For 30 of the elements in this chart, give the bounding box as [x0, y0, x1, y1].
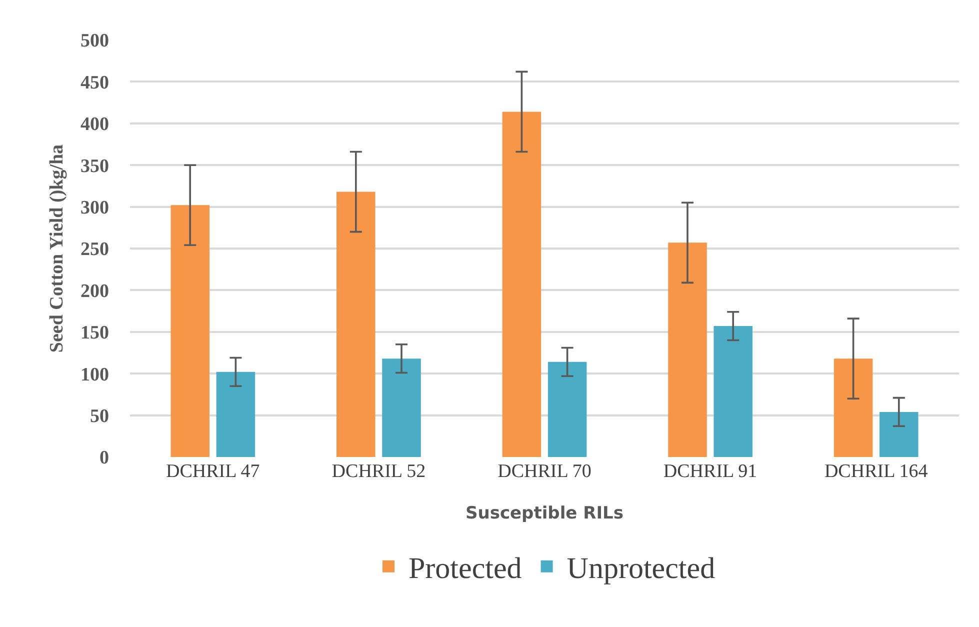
y-tick-label: 400 — [80, 114, 109, 136]
bar — [714, 326, 752, 457]
bar — [668, 242, 707, 457]
bar — [834, 358, 873, 457]
y-axis-title: Seed Cotton Yield ()kg/ha — [46, 144, 68, 353]
legend-label: Protected — [408, 552, 522, 586]
x-tick-label: DCHRIL 164 — [824, 461, 928, 482]
legend-label: Unprotected — [566, 552, 716, 586]
x-axis-title: Susceptible RILs — [465, 503, 624, 524]
y-tick-label: 450 — [80, 72, 109, 94]
x-tick-label: DCHRIL 70 — [498, 461, 592, 482]
y-tick-label: 500 — [80, 30, 109, 52]
bar — [382, 358, 421, 457]
y-tick-label: 50 — [90, 406, 109, 427]
x-tick-label: DCHRIL 52 — [332, 461, 426, 482]
x-tick-label: DCHRIL 47 — [166, 461, 260, 482]
bar — [216, 372, 256, 457]
bar — [170, 205, 210, 457]
y-tick-label: 150 — [80, 322, 109, 344]
y-tick-label: 200 — [80, 280, 109, 302]
bar — [336, 192, 376, 457]
bar — [548, 362, 587, 457]
y-tick-label: 350 — [80, 156, 109, 177]
bar — [880, 412, 918, 457]
y-tick-label: 100 — [80, 364, 109, 386]
y-tick-label: 300 — [80, 197, 109, 218]
bar — [502, 112, 542, 457]
y-tick-label: 250 — [80, 239, 109, 260]
y-tick-label: 0 — [100, 448, 109, 469]
x-tick-label: DCHRIL 91 — [663, 461, 758, 482]
